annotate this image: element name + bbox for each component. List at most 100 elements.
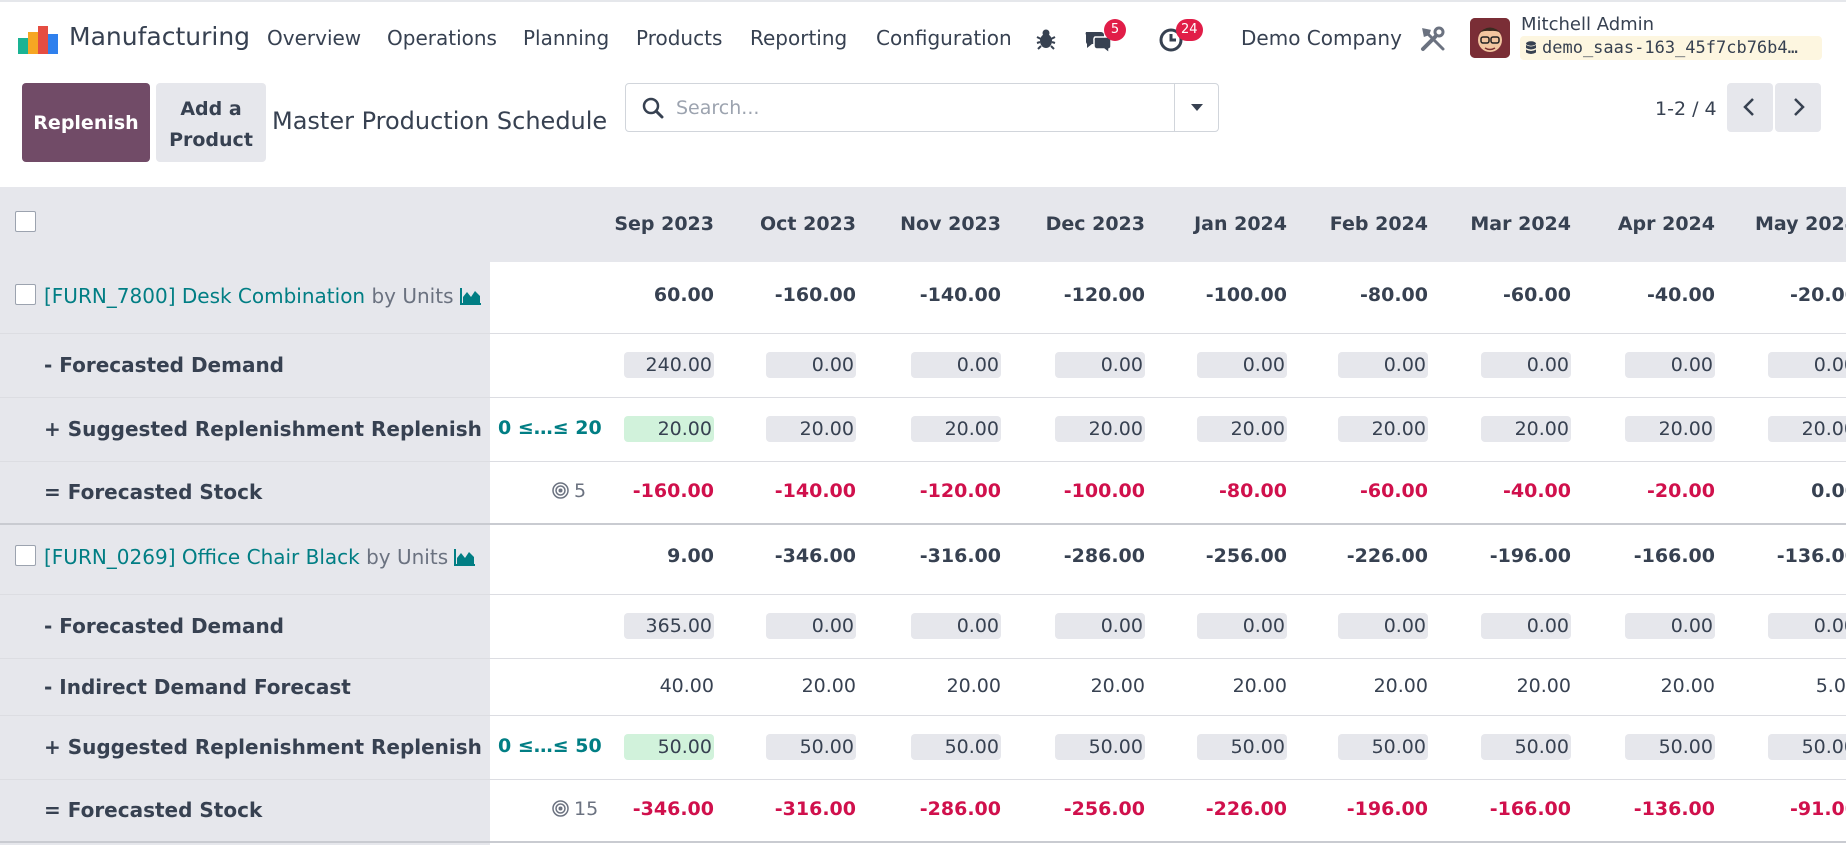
select-all-checkbox[interactable] — [15, 211, 36, 232]
replenish-button[interactable]: Replenish — [22, 83, 150, 162]
replenishment-input[interactable]: 20.00 — [624, 416, 714, 442]
search-bar[interactable] — [625, 83, 1219, 132]
starting-inventory-value: -256.00 — [1205, 545, 1287, 567]
replenishment-input[interactable]: 20.00 — [1197, 416, 1287, 442]
replenishment-input[interactable]: 50.00 — [1768, 734, 1846, 760]
product-name-link[interactable]: [FURN_7800] Desk Combination by Units — [44, 284, 482, 308]
target-icon — [552, 482, 569, 499]
starting-inventory-value: -166.00 — [1633, 545, 1715, 567]
top-navbar: Manufacturing Overview Operations Planni… — [0, 0, 1846, 74]
area-chart-icon[interactable] — [454, 548, 476, 566]
forecast-demand-input[interactable]: 0.00 — [911, 613, 1001, 639]
replenishment-input[interactable]: 50.00 — [624, 734, 714, 760]
replenishment-input[interactable]: 20.00 — [911, 416, 1001, 442]
forecasted-stock-value: -166.00 — [1489, 798, 1571, 820]
month-header: Feb 2024 — [1329, 213, 1428, 235]
product-checkbox[interactable] — [15, 284, 36, 305]
forecast-demand-input[interactable]: 0.00 — [766, 613, 856, 639]
replenishment-input[interactable]: 20.00 — [1625, 416, 1715, 442]
forecasted-stock-value: -226.00 — [1205, 798, 1287, 820]
app-name[interactable]: Manufacturing — [69, 22, 251, 51]
forecast-demand-input[interactable]: 0.00 — [1197, 613, 1287, 639]
mps-left-panel — [0, 262, 490, 845]
replenishment-range[interactable]: 0 ≤…≤ 50 — [498, 735, 602, 757]
indirect-demand-value: 20.00 — [946, 675, 1001, 697]
safety-stock-target[interactable]: 15 — [552, 798, 598, 820]
forecast-demand-input[interactable]: 0.00 — [1481, 613, 1571, 639]
indirect-demand-value: 40.00 — [659, 675, 714, 697]
product-name[interactable]: [FURN_7800] Desk Combination — [44, 284, 366, 308]
add-product-button[interactable]: Add a Product — [156, 83, 266, 162]
forecasted-stock-value: -20.00 — [1647, 480, 1715, 502]
user-avatar[interactable] — [1470, 18, 1510, 58]
forecast-demand-input[interactable]: 365.00 — [624, 613, 714, 639]
row-replenish-link[interactable]: Replenish — [364, 735, 482, 759]
forecast-demand-input[interactable]: 0.00 — [1768, 613, 1846, 639]
forecast-demand-input[interactable]: 0.00 — [1338, 352, 1428, 378]
forecasted-stock-value: -91.00 — [1790, 798, 1846, 820]
company-switcher[interactable]: Demo Company — [1241, 26, 1402, 50]
tools-icon[interactable] — [1418, 24, 1448, 54]
product-name-link[interactable]: [FURN_0269] Office Chair Black by Units — [44, 545, 476, 569]
nav-planning[interactable]: Planning — [523, 26, 610, 50]
forecasted-stock-value: -160.00 — [632, 480, 714, 502]
replenishment-input[interactable]: 50.00 — [911, 734, 1001, 760]
forecast-demand-input[interactable]: 0.00 — [1625, 613, 1715, 639]
forecast-demand-input[interactable]: 240.00 — [624, 352, 714, 378]
pager-value[interactable]: 1-2 / 4 — [1655, 98, 1717, 120]
replenishment-input[interactable]: 20.00 — [766, 416, 856, 442]
pager-next-button[interactable] — [1775, 83, 1821, 132]
stock-row: 15 = Forecasted Stock -346.00 -316.00 -286.0… — [0, 779, 1846, 841]
starting-inventory-value: -226.00 — [1346, 545, 1428, 567]
row-label: + Suggested Replenishment Replenish — [44, 417, 482, 441]
replenishment-input[interactable]: 20.00 — [1338, 416, 1428, 442]
replenishment-input[interactable]: 50.00 — [1197, 734, 1287, 760]
replenishment-range[interactable]: 0 ≤…≤ 20 — [498, 417, 602, 439]
forecast-demand-input[interactable]: 0.00 — [1768, 352, 1846, 378]
bug-icon[interactable] — [1031, 24, 1061, 54]
chevron-right-icon — [1794, 98, 1805, 116]
indirect-demand-value: 20.00 — [801, 675, 856, 697]
replenishment-input[interactable]: 20.00 — [1055, 416, 1145, 442]
forecast-demand-input[interactable]: 0.00 — [1625, 352, 1715, 378]
target-icon — [552, 800, 569, 817]
product-name[interactable]: [FURN_0269] Office Chair Black — [44, 545, 360, 569]
forecast-demand-input[interactable]: 0.00 — [1055, 352, 1145, 378]
row-divider — [0, 658, 1846, 659]
nav-operations[interactable]: Operations — [387, 26, 497, 50]
user-name[interactable]: Mitchell Admin — [1521, 14, 1655, 35]
replenishment-input[interactable]: 50.00 — [766, 734, 856, 760]
nav-reporting[interactable]: Reporting — [750, 26, 848, 50]
manufacturing-app-icon[interactable] — [18, 26, 58, 54]
pager-previous-button[interactable] — [1727, 83, 1773, 132]
forecast-demand-input[interactable]: 0.00 — [1481, 352, 1571, 378]
row-label: - Indirect Demand Forecast — [44, 675, 351, 699]
search-options-toggle[interactable] — [1174, 84, 1218, 131]
product-checkbox[interactable] — [15, 545, 36, 566]
indirect-demand-value: 20.00 — [1660, 675, 1715, 697]
forecasted-stock-value: -196.00 — [1346, 798, 1428, 820]
starting-inventory-value: 9.00 — [667, 545, 714, 567]
replenishment-input[interactable]: 20.00 — [1768, 416, 1846, 442]
replenishment-input[interactable]: 50.00 — [1055, 734, 1145, 760]
search-input[interactable] — [676, 92, 1146, 124]
row-replenish-link[interactable]: Replenish — [364, 417, 482, 441]
forecast-demand-input[interactable]: 0.00 — [911, 352, 1001, 378]
replenishment-input[interactable]: 20.00 — [1481, 416, 1571, 442]
replenishment-input[interactable]: 50.00 — [1338, 734, 1428, 760]
forecast-demand-input[interactable]: 0.00 — [1197, 352, 1287, 378]
forecasted-stock-value: 0.00 — [1811, 480, 1846, 502]
nav-overview[interactable]: Overview — [267, 26, 362, 50]
forecast-demand-input[interactable]: 0.00 — [766, 352, 856, 378]
nav-products[interactable]: Products — [636, 26, 723, 50]
area-chart-icon[interactable] — [459, 287, 482, 305]
safety-stock-target[interactable]: 5 — [552, 480, 586, 502]
safety-stock-value: 15 — [574, 798, 599, 820]
nav-configuration[interactable]: Configuration — [876, 26, 1012, 50]
replenishment-input[interactable]: 50.00 — [1481, 734, 1571, 760]
activities-clock-icon[interactable] — [1157, 24, 1187, 54]
replenishment-input[interactable]: 50.00 — [1625, 734, 1715, 760]
activities-count-badge: 24 — [1176, 19, 1203, 41]
forecast-demand-input[interactable]: 0.00 — [1055, 613, 1145, 639]
forecast-demand-input[interactable]: 0.00 — [1338, 613, 1428, 639]
